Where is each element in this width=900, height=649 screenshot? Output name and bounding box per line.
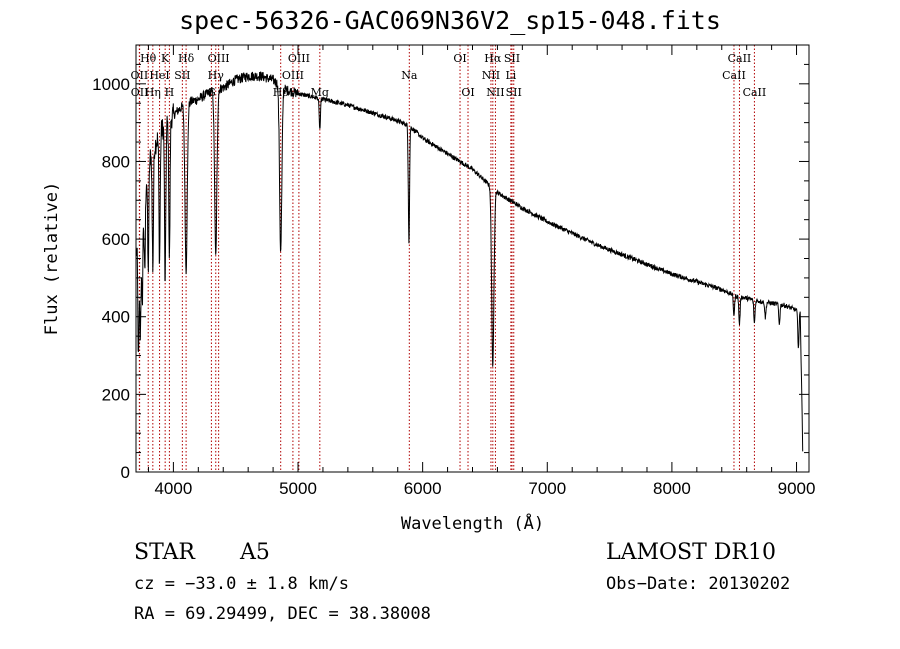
y-tick-label: 1000 [92, 75, 130, 94]
line-marker-label: CaII [743, 86, 767, 99]
line-marker-label: OIII [282, 69, 304, 82]
x-tick-label: 6000 [404, 479, 442, 498]
coordinates: RA = 69.29499, DEC = 38.38008 [134, 604, 431, 624]
observation-date: Obs−Date: 20130202 [606, 574, 791, 594]
x-axis-label: Wavelength (Å) [401, 512, 544, 534]
line-marker-label: OII [131, 86, 149, 99]
line-marker-label: Hθ [140, 52, 157, 65]
line-marker-label: SII [504, 52, 520, 65]
line-marker-label: NII [482, 69, 500, 82]
y-tick-label: 800 [102, 152, 130, 171]
survey-name: LAMOST DR10 [606, 540, 776, 565]
spectrum-line [135, 71, 804, 452]
line-marker-label: Hδ [178, 52, 195, 65]
line-marker-label: CaII [722, 69, 746, 82]
line-marker-label: OII [131, 69, 149, 82]
x-tick-label: 4000 [154, 479, 192, 498]
line-marker-label: Mg [311, 86, 329, 99]
line-marker-label: HeI [149, 69, 169, 82]
y-tick-label: 0 [121, 463, 130, 482]
line-marker-label: Hβ [273, 86, 289, 99]
chart-title: spec-56326-GAC069N36V2_sp15-048.fits [179, 6, 721, 35]
y-tick-label: 200 [102, 385, 130, 404]
line-marker-label: Na [401, 69, 418, 82]
redshift-velocity: cz = −33.0 ± 1.8 km/s [134, 574, 349, 594]
line-marker-label: G [207, 86, 216, 99]
y-tick-label: 600 [102, 230, 130, 249]
line-marker-label: OI [453, 52, 466, 65]
line-marker-label: OIII [208, 52, 230, 65]
line-marker-label: Hα [484, 52, 502, 65]
x-tick-label: 9000 [778, 479, 816, 498]
x-tick-label: 7000 [528, 479, 566, 498]
x-tick-label: 8000 [653, 479, 691, 498]
x-tick-label: 5000 [279, 479, 317, 498]
plot-frame [135, 44, 810, 473]
line-marker-label: H [165, 86, 175, 99]
line-marker-label: SII [174, 69, 190, 82]
line-marker-label: OIII [288, 52, 310, 65]
object-subclass: A5 [240, 540, 270, 565]
y-tick-label: 400 [102, 308, 130, 327]
line-marker-label: K [161, 52, 170, 65]
line-marker-label: Li [505, 69, 516, 82]
y-axis-label: Flux (relative) [42, 182, 62, 336]
line-marker-label: CaII [728, 52, 752, 65]
line-marker-label: Hη [145, 86, 161, 99]
line-marker-label: OI [461, 86, 474, 99]
line-marker-label: NII [486, 86, 504, 99]
line-marker-label: SII [506, 86, 522, 99]
line-marker-label: Hγ [208, 69, 225, 82]
object-class: STAR [134, 540, 195, 565]
